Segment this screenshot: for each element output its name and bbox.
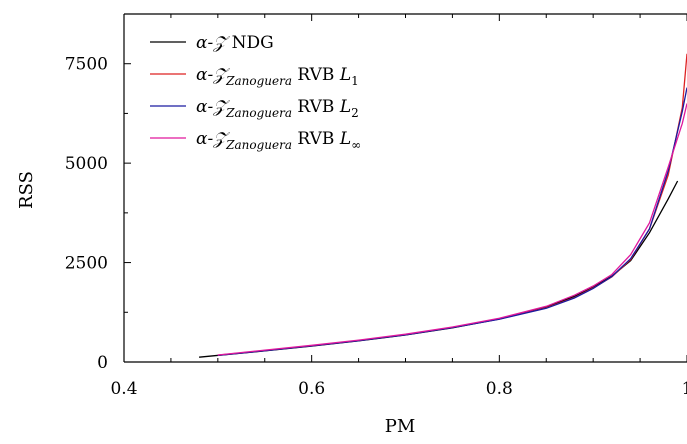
series-line-2 [217,53,687,356]
x-tick-label: 0.8 [486,379,513,399]
y-tick-label: 2500 [65,254,108,274]
series-lines [199,53,687,358]
y-tick-label: 5000 [65,154,108,174]
x-tick-label: 0.4 [110,379,137,399]
y-tick-label: 7500 [65,55,108,75]
legend-label-2: α-𝒵Zanoguera RVB L1 [196,65,359,88]
legend: α-𝒵 NDG α-𝒵Zanoguera RVB L1 α-𝒵Zanoguera R… [150,33,361,152]
x-axis-label: PM [385,416,416,437]
series-line-3 [217,87,687,357]
series-line-4 [217,103,687,356]
legend-label-1: α-𝒵 NDG [196,33,274,53]
series-line-1 [199,180,679,358]
x-tick-label: 0.6 [298,379,325,399]
ticks: 0.4 0.6 0.8 1 0 2500 5000 7500 [65,14,687,399]
x-tick-label: 1 [682,379,687,399]
legend-label-4: α-𝒵Zanoguera RVB L∞ [196,129,361,152]
y-tick-label: 0 [97,353,108,373]
legend-label-3: α-𝒵Zanoguera RVB L2 [196,97,359,120]
y-axis-label: RSS [16,171,37,209]
